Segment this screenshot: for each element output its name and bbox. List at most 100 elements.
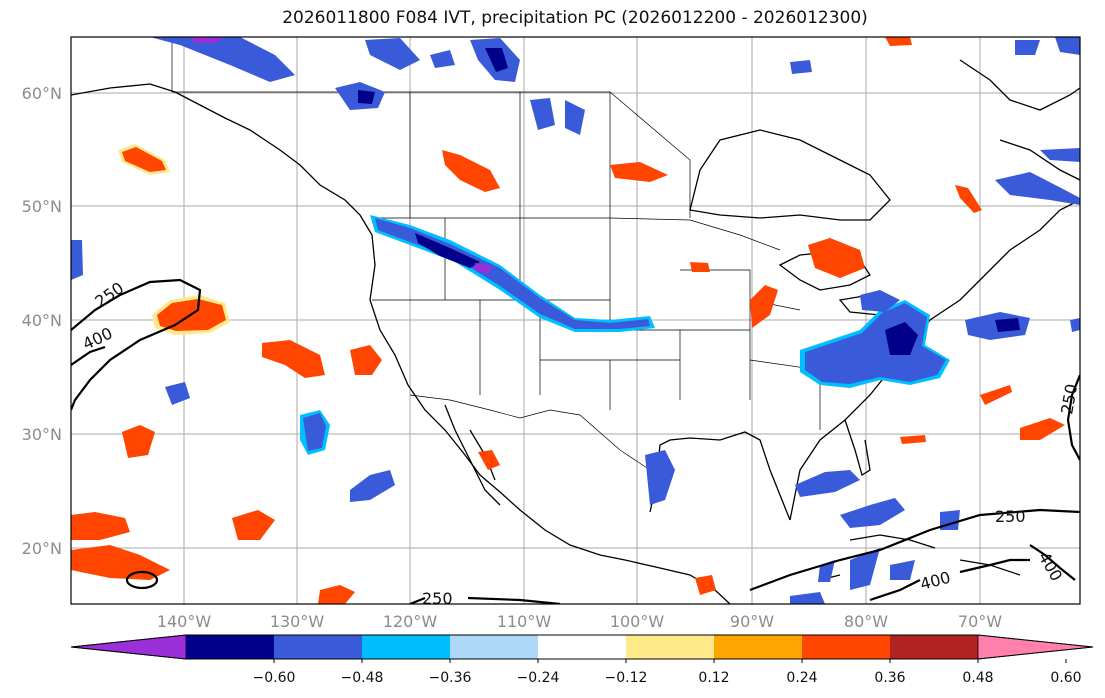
negative-anomaly: [474, 263, 492, 274]
positive-anomaly: [885, 37, 912, 46]
colorbar-swatch: [802, 635, 890, 659]
contour-label: 250: [422, 589, 453, 608]
negative-anomaly: [850, 548, 880, 590]
negative-anomaly: [860, 290, 900, 312]
positive-anomaly: [232, 510, 275, 540]
negative-anomaly: [805, 303, 946, 384]
contour-label: 250: [1057, 382, 1081, 415]
colorbar-tick-label: −0.12: [605, 670, 648, 686]
ivt-contour-400-caribbean: [869, 558, 1030, 602]
colorbar-swatch: [890, 635, 978, 659]
colorbar-swatch: [538, 635, 626, 659]
positive-anomaly: [900, 435, 926, 444]
colorbar-swatch: [450, 635, 538, 659]
latitude-label: 50°N: [22, 197, 62, 216]
colorbar-extend-max: [977, 634, 1094, 660]
longitude-labels: 140°W 130°W 120°W 110°W 100°W 90°W 80°W 70°W: [157, 612, 1002, 631]
colorbar-tick-label: 0.36: [874, 670, 905, 686]
colorbar-tick-label: 0.24: [786, 670, 817, 686]
negative-anomaly: [1040, 148, 1080, 162]
colorbar-swatch: [362, 635, 450, 659]
positive-anomaly: [955, 185, 982, 213]
negative-anomaly: [790, 592, 825, 604]
colorbar-extend-min: [70, 634, 187, 660]
negative-anomaly: [150, 37, 295, 82]
latitude-label: 20°N: [22, 539, 62, 558]
positive-anomaly: [122, 425, 155, 458]
negative-anomaly: [790, 60, 812, 74]
negative-anomaly: [358, 90, 375, 104]
colorbar-swatch: [186, 635, 274, 659]
negative-anomaly: [350, 470, 395, 502]
positive-anomaly: [262, 340, 325, 378]
positive-anomalies: [71, 37, 1065, 604]
latitude-label: 30°N: [22, 425, 62, 444]
positive-anomaly: [750, 285, 778, 328]
positive-anomaly: [1020, 418, 1065, 440]
negative-anomaly: [1055, 37, 1080, 55]
positive-anomaly: [980, 385, 1012, 405]
ivt-contours: [71, 278, 1080, 604]
negative-anomaly: [995, 318, 1020, 332]
colorbar: −0.60 −0.48 −0.36 −0.24 −0.12 0.12 0.24 0.36 0.4…: [70, 634, 1094, 686]
longitude-label: 110°W: [497, 612, 552, 631]
colorbar-outline: [70, 634, 1094, 660]
negative-anomaly: [645, 450, 675, 505]
ivt-contour-250-west: [71, 278, 202, 411]
negative-anomaly: [565, 100, 585, 135]
longitude-label: 70°W: [958, 612, 1002, 631]
colorbar-swatch: [626, 635, 714, 659]
colorbar-tick-label: −0.24: [517, 670, 560, 686]
colorbar-swatch: [274, 635, 362, 659]
negative-anomaly: [485, 48, 508, 72]
negative-anomaly: [1015, 40, 1040, 55]
province-lines: [171, 37, 691, 218]
negative-anomaly: [71, 240, 83, 280]
colorbar-tick-label: −0.48: [341, 670, 384, 686]
negative-anomaly: [530, 98, 555, 130]
ivt-contour-250-east: [1066, 374, 1080, 461]
negative-anomaly: [190, 37, 225, 43]
ivt-contour-400-west: [71, 345, 106, 366]
ivt-contour-loop: [125, 570, 159, 590]
longitude-label: 100°W: [610, 612, 665, 631]
positive-anomaly: [350, 345, 382, 375]
colorbar-tick-label: 0.60: [1050, 670, 1081, 686]
colorbar-tick-label: 0.12: [698, 670, 729, 686]
hudson-bay: [689, 129, 891, 221]
latitude-label: 60°N: [22, 84, 62, 103]
positive-anomaly: [122, 147, 166, 172]
negative-anomaly: [165, 382, 190, 405]
colorbar-swatch: [714, 635, 802, 659]
negative-anomaly: [365, 38, 420, 70]
plot-frame: [70, 36, 1081, 605]
negative-anomaly: [1070, 318, 1080, 332]
contour-label: 250: [995, 507, 1026, 526]
map-title: 2026011800 F084 IVT, precipitation PC (2…: [282, 8, 868, 28]
florida: [844, 419, 871, 477]
ivt-contour-400-east: [1029, 544, 1076, 581]
longitude-label: 120°W: [383, 612, 438, 631]
negative-anomaly: [995, 172, 1080, 205]
ivt-contour-250-caribbean: [749, 508, 1080, 592]
positive-anomaly: [478, 450, 500, 470]
negative-anomaly: [303, 413, 326, 451]
positive-anomaly: [71, 512, 130, 540]
us-mexico-border: [409, 394, 651, 471]
colorbar-tick-label: −0.60: [253, 670, 296, 686]
ivt-contour-250-south: [409, 596, 561, 604]
colorbar-tick-label: −0.36: [429, 670, 472, 686]
positive-anomaly: [690, 262, 710, 272]
longitude-label: 130°W: [270, 612, 325, 631]
negative-anomaly: [415, 233, 480, 268]
positive-anomaly: [808, 238, 865, 278]
positive-anomaly: [442, 150, 500, 192]
plot-area: 250 400 250 250 250 400 400: [70, 36, 1081, 608]
negative-anomalies: [71, 37, 1080, 604]
negative-anomaly: [840, 498, 905, 528]
positive-anomaly: [695, 575, 716, 595]
positive-anomaly: [610, 162, 668, 182]
negative-anomaly: [430, 50, 455, 68]
greenland-labrador: [959, 59, 1080, 181]
